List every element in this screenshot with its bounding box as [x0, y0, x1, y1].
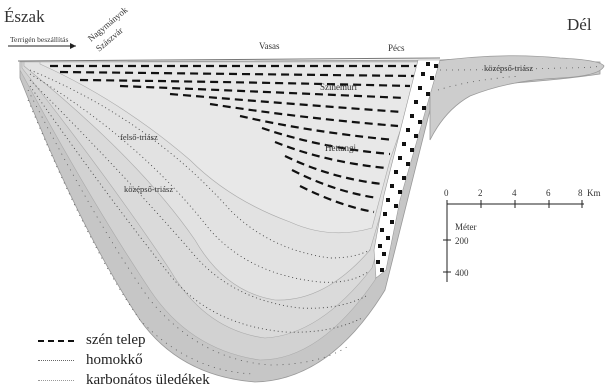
south-label: Dél: [567, 15, 592, 34]
scale-tick-400: 400: [455, 268, 469, 278]
scale-tick-8: 8: [578, 188, 583, 198]
scale-vertical-title: Méter: [455, 222, 477, 232]
scale-tick-6: 6: [546, 188, 551, 198]
legend-item-carbonate: karbonátos üledékek: [38, 371, 298, 391]
vertical-scale: Méter 200 400: [443, 204, 477, 282]
scale-tick-200: 200: [455, 236, 469, 246]
legend: szén telep homokkő karbonátos üledékek: [38, 331, 298, 391]
sandstone-symbol: [38, 360, 74, 361]
sandstone-horizons: [29, 69, 371, 333]
scale-unit-km: Km: [587, 188, 601, 198]
fault-breccia: [376, 62, 438, 272]
north-label: Észak: [4, 7, 45, 26]
label-szinemuri: Szinemuri: [320, 82, 357, 92]
label-kozepso-triasz-left: középső-triász: [124, 184, 173, 194]
arrow-label: Terrigén beszállítás: [10, 35, 68, 44]
scale-tick-4: 4: [512, 188, 517, 198]
scale-tick-0: 0: [444, 188, 449, 198]
legend-label-carbonate: karbonátos üledékek: [86, 372, 210, 388]
carbonate-symbol: [38, 380, 74, 381]
label-kozepso-triasz-right: középső-triász: [484, 63, 533, 73]
horizontal-scale: 0 2 4 6 8 Km: [444, 188, 601, 208]
scale-tick-2: 2: [478, 188, 483, 198]
jurassic-fill: [39, 61, 425, 234]
coal-seams: [50, 64, 418, 214]
place-vasas: Vasas: [259, 41, 280, 51]
label-hettangi: Hettangi: [325, 143, 356, 153]
legend-label-sandstone: homokkő: [86, 352, 143, 368]
arrow-head-icon: [70, 43, 76, 49]
label-felso-triasz: felső-triász: [120, 132, 158, 142]
surface-line: [17, 57, 441, 62]
legend-label-coal: szén telep: [86, 332, 146, 348]
carbonate-horizons: [27, 65, 603, 375]
coal-seam-symbol: [38, 340, 74, 342]
legend-item-sandstone: homokkő: [38, 351, 298, 371]
legend-item-coal: szén telep: [38, 331, 298, 351]
place-pecs: Pécs: [388, 43, 405, 53]
right-triassic-lobe: [429, 55, 605, 141]
